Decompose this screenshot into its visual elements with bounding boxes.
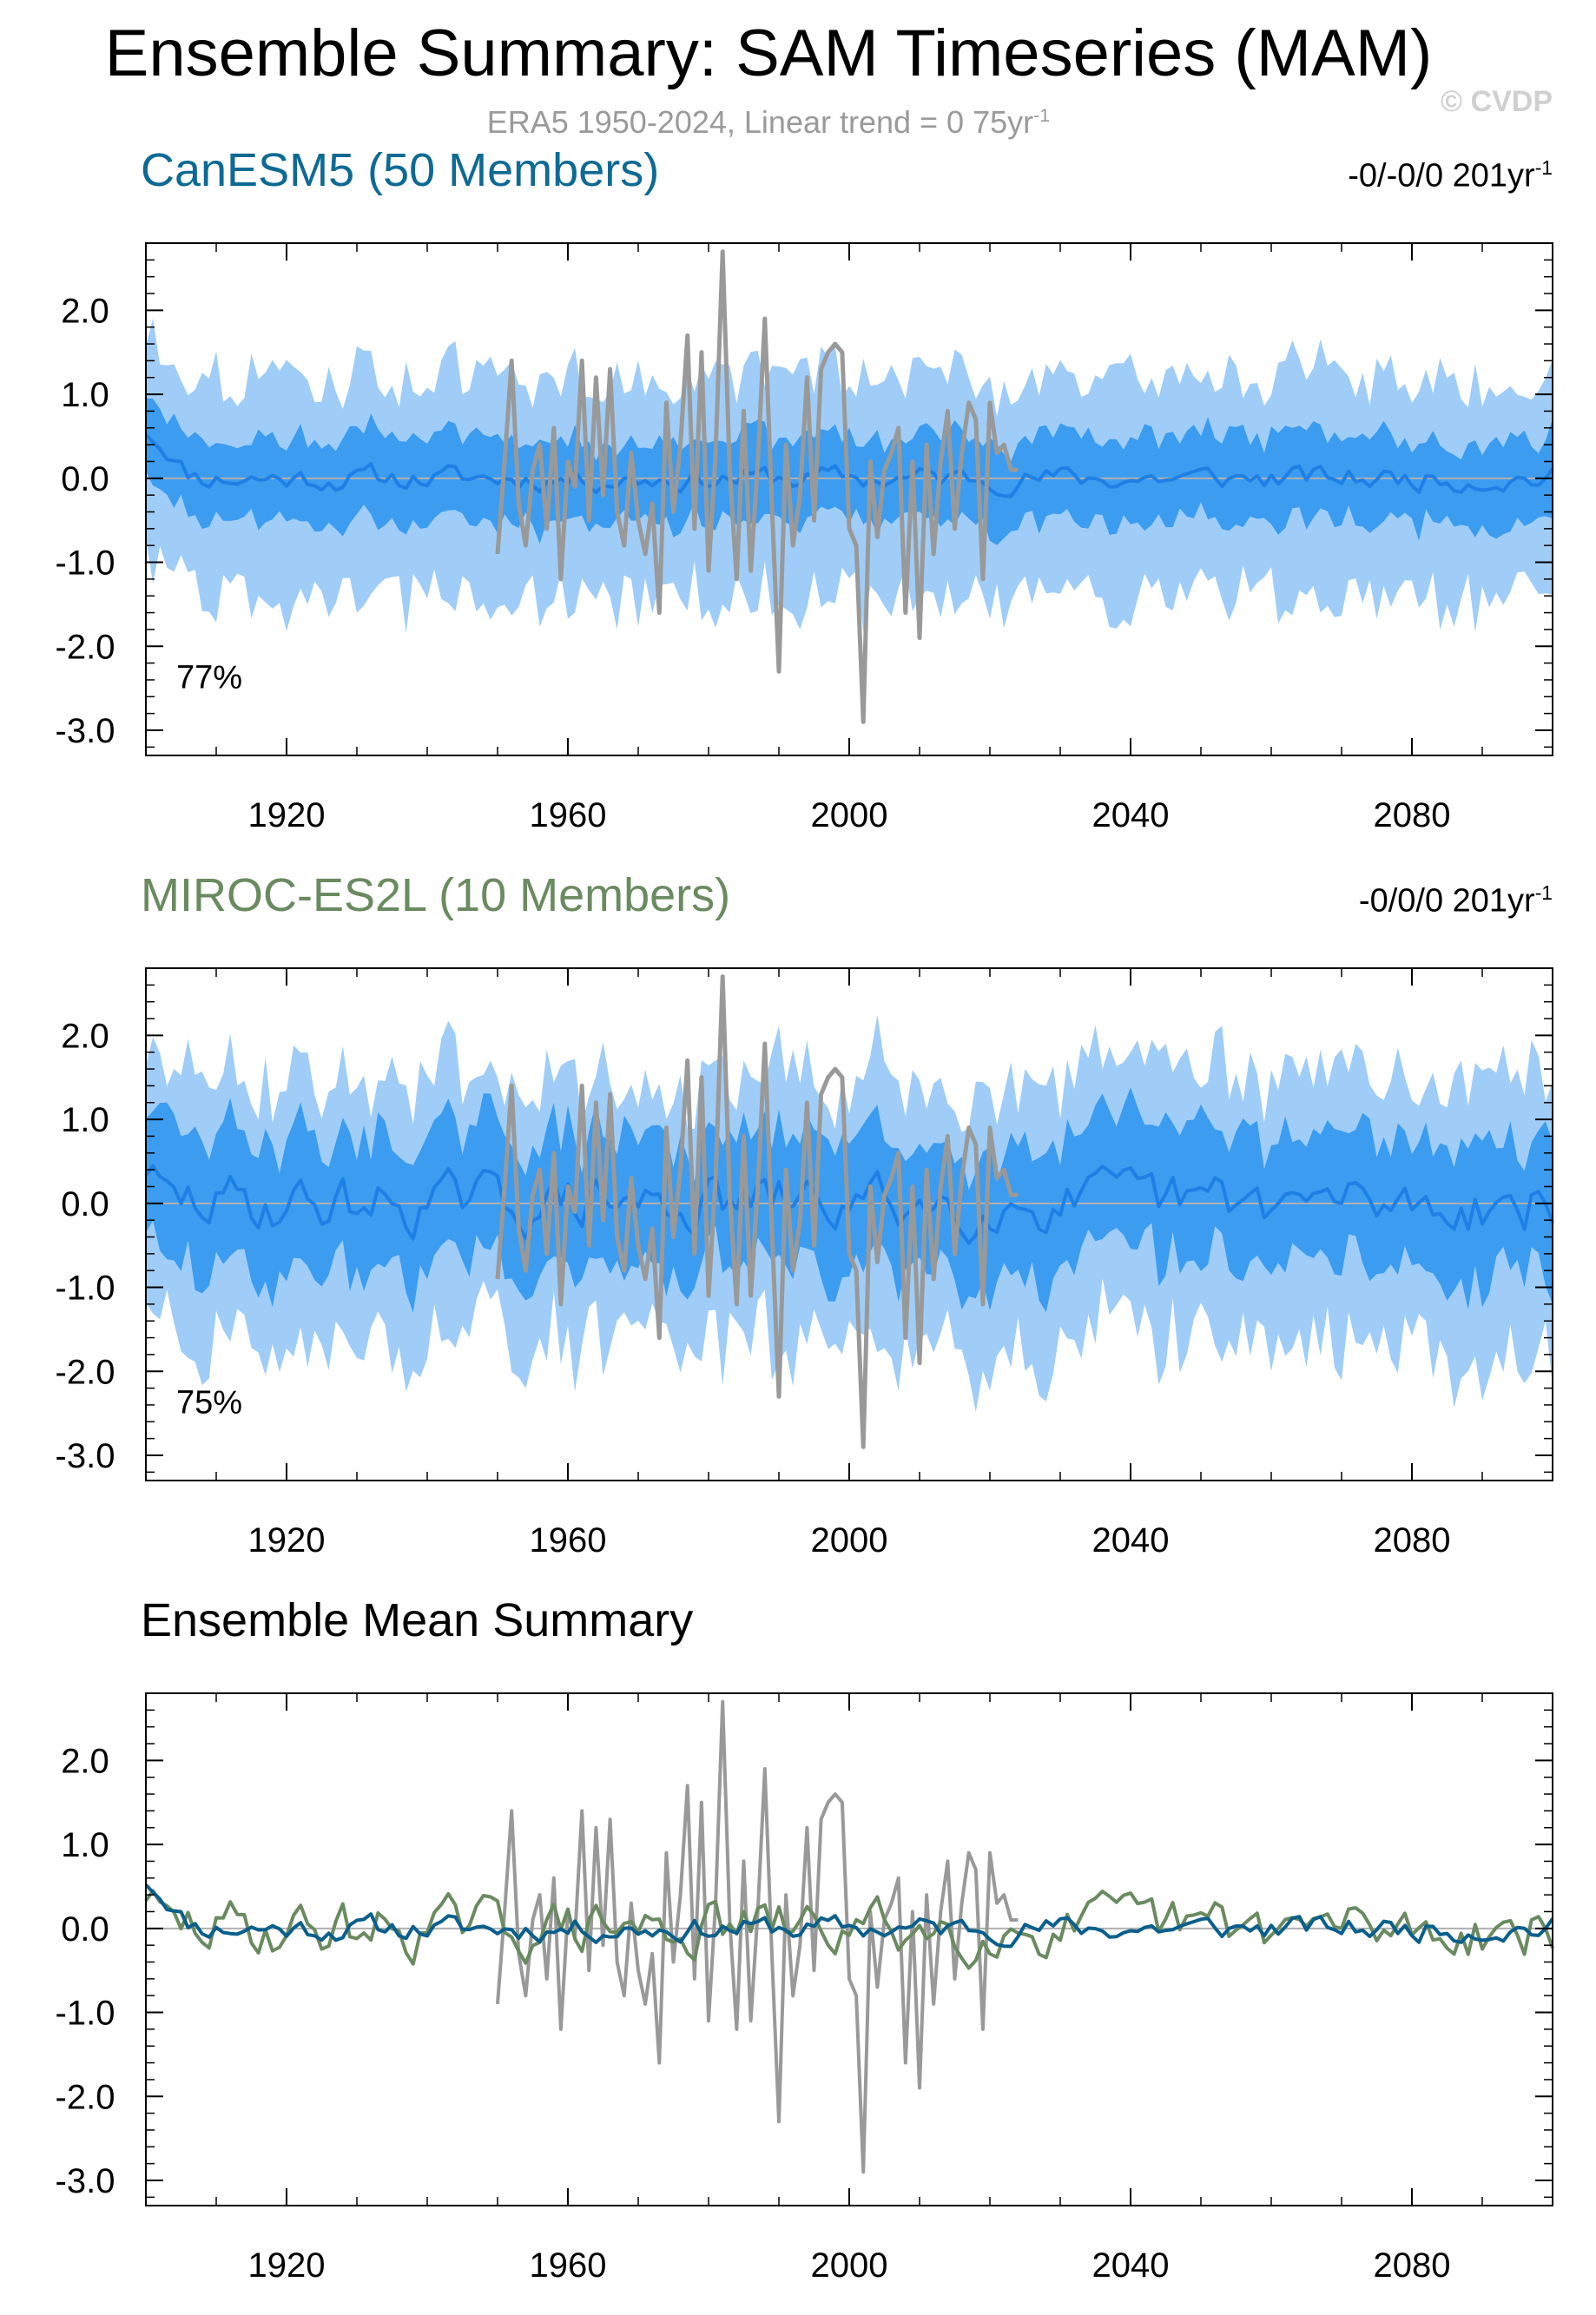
- miroc-x-tick-label: 1960: [530, 1521, 607, 1560]
- miroc-chart: 1920 1960 2000 2040 2080 2.0 1.0 0.0 -1.0 -2.0 -3.…: [0, 960, 1596, 1585]
- subtitle-exponent: -1: [1033, 104, 1050, 126]
- miroc-y-tick-label: 1.0: [61, 1101, 109, 1139]
- canesm5-y-tick-label: 1.0: [61, 376, 109, 414]
- canesm5-y-tick-label: -3.0: [56, 712, 115, 750]
- miroc-y-tick-label: -2.0: [56, 1353, 115, 1391]
- miroc-y-tick-label: 2.0: [61, 1017, 109, 1055]
- canesm5-x-tick-label: 1920: [248, 796, 326, 834]
- summary-x-tick-label: 2080: [1374, 2246, 1451, 2285]
- canesm5-x-tick-label: 1960: [530, 796, 607, 834]
- canesm5-percent-label: 77%: [176, 660, 242, 696]
- canesm5-trend-exponent: -1: [1535, 156, 1553, 179]
- figure: Ensemble Summary: SAM Timeseries (MAM) E…: [0, 0, 1596, 2315]
- miroc-x-tick-label: 2040: [1092, 1521, 1170, 1560]
- canesm5-y-tick-label: -2.0: [56, 628, 115, 666]
- miroc-trend-exponent: -1: [1535, 881, 1553, 904]
- miroc-y-tick-label: -1.0: [56, 1270, 115, 1308]
- canesm5-panel-title: CanESM5 (50 Members): [141, 143, 659, 197]
- canesm5-x-tick-label: 2080: [1374, 796, 1451, 834]
- summary-x-tick-label: 2040: [1092, 2246, 1170, 2285]
- summary-x-tick-label: 1920: [248, 2246, 326, 2285]
- canesm5-trend-label: -0/-0/0 201yr-1: [1348, 156, 1553, 195]
- canesm5-y-tick-label: 0.0: [61, 460, 109, 498]
- canesm5-x-tick-label: 2040: [1092, 796, 1170, 834]
- figure-title: Ensemble Summary: SAM Timeseries (MAM): [0, 16, 1537, 91]
- summary-y-tick-label: 1.0: [61, 1826, 109, 1864]
- miroc-y-tick-label: -3.0: [56, 1437, 115, 1475]
- miroc-trend-text: -0/0/0 201yr: [1359, 883, 1535, 920]
- summary-y-tick-label: -1.0: [56, 1995, 115, 2033]
- summary-y-tick-label: 0.0: [61, 1910, 109, 1949]
- miroc-x-tick-label: 2080: [1374, 1521, 1451, 1560]
- figure-subtitle: ERA5 1950-2024, Linear trend = 0 75yr-1: [0, 104, 1537, 141]
- canesm5-x-tick-label: 2000: [811, 796, 888, 834]
- summary-y-tick-label: 2.0: [61, 1742, 109, 1780]
- miroc-y-tick-label: 0.0: [61, 1185, 109, 1223]
- summary-x-tick-label: 2000: [811, 2246, 888, 2285]
- canesm5-trend-text: -0/-0/0 201yr: [1348, 158, 1534, 195]
- miroc-trend-label: -0/0/0 201yr-1: [1359, 881, 1553, 920]
- canesm5-chart: 1920 1960 2000 2040 2080 2.0 1.0 0.0 -1.0 -2.0 -3.…: [0, 234, 1596, 860]
- miroc-percent-label: 75%: [176, 1385, 242, 1421]
- miroc-x-tick-label: 1920: [248, 1521, 326, 1560]
- cvdp-watermark: © CVDP: [1441, 85, 1553, 119]
- canesm5-y-tick-label: -1.0: [56, 544, 115, 583]
- summary-chart: 1920 1960 2000 2040 2080 2.0 1.0 0.0 -1.0 -2.0 -3.…: [0, 1685, 1596, 2310]
- summary-x-tick-label: 1960: [530, 2246, 607, 2285]
- summary-panel-title: Ensemble Mean Summary: [141, 1593, 693, 1647]
- summary-y-tick-label: -3.0: [56, 2162, 115, 2200]
- subtitle-text: ERA5 1950-2024, Linear trend = 0 75yr: [487, 104, 1033, 140]
- miroc-panel-title: MIROC-ES2L (10 Members): [141, 868, 730, 922]
- miroc-x-tick-label: 2000: [811, 1521, 888, 1560]
- canesm5-y-tick-label: 2.0: [61, 292, 109, 330]
- summary-y-tick-label: -2.0: [56, 2078, 115, 2116]
